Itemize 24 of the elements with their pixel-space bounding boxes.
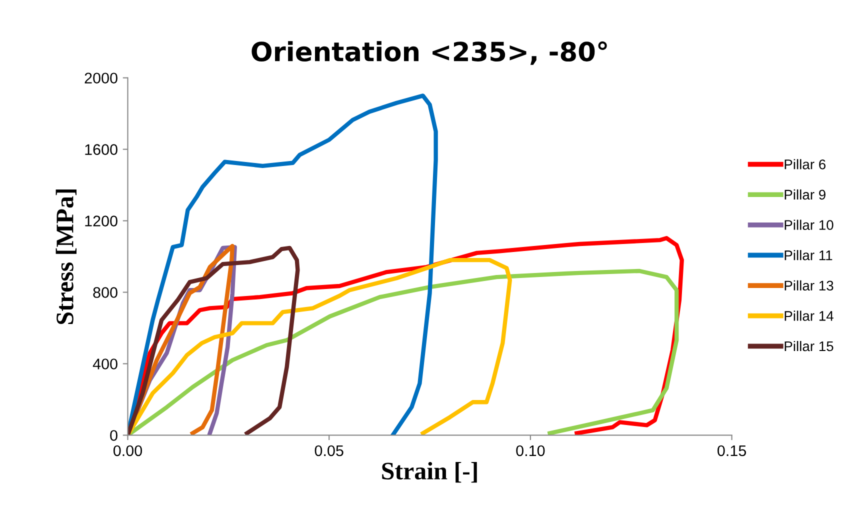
y-tick-label: 0 — [110, 430, 118, 441]
x-axis-title: Strain [-] — [382, 462, 477, 483]
y-tick-label: 1600 — [85, 144, 118, 155]
x-tick-label: 0.15 — [718, 445, 746, 456]
legend-label: Pillar 11 — [784, 250, 832, 260]
x-tick-label: 0.05 — [314, 445, 344, 456]
y-axis-title: Stress [MPa] — [56, 190, 77, 324]
line-series — [128, 94, 438, 436]
legend-label: Pillar 13 — [784, 280, 834, 291]
line-series — [128, 246, 300, 436]
x-tick-label: 0.00 — [113, 445, 142, 456]
legend-label: Pillar 15 — [784, 340, 834, 352]
x-tick-label: 0.10 — [516, 445, 545, 456]
y-tick-label: 2000 — [84, 72, 118, 84]
y-tick-label: 400 — [92, 358, 118, 370]
chart-title: Orientation <235>, -80° — [252, 41, 607, 65]
line-series — [128, 268, 679, 436]
line-series — [128, 258, 512, 436]
y-tick-label: 1200 — [85, 216, 118, 226]
legend-label: Pillar 6 — [784, 159, 826, 170]
y-tick-label: 800 — [93, 287, 118, 298]
legend-label: Pillar 14 — [784, 310, 834, 321]
legend-label: Pillar 10 — [784, 220, 834, 230]
legend-label: Pillar 9 — [784, 189, 826, 200]
